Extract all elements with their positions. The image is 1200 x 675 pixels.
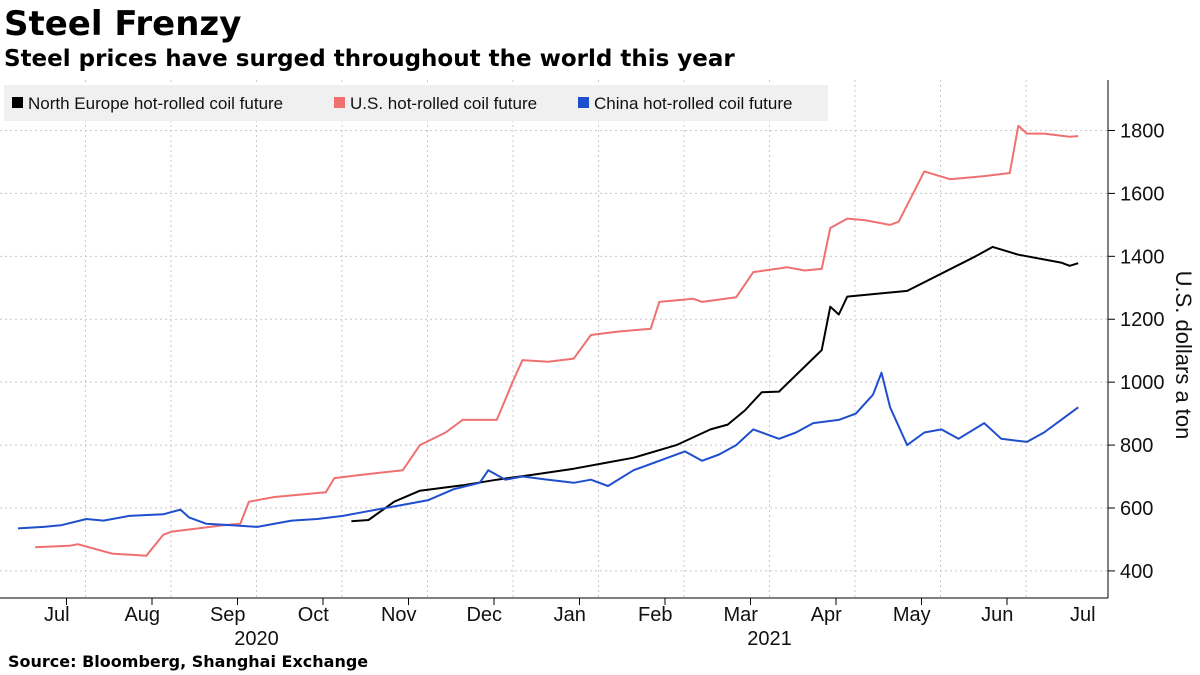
x-axis: Jul Aug Sep Oct Nov Dec Jan Feb Mar Apr May Jun Jul 2… <box>0 597 1108 650</box>
series-line-1 <box>35 124 1079 557</box>
x-year-label: 2020 <box>234 628 279 650</box>
x-tick-label: Jul <box>44 604 70 626</box>
x-tick-label: Apr <box>811 604 842 626</box>
legend-label: North Europe hot-rolled coil future <box>28 94 283 113</box>
y-tick-label: 600 <box>1120 498 1153 520</box>
y-tick-label: 800 <box>1120 435 1153 457</box>
x-tick-label: Aug <box>124 604 160 626</box>
x-tick-label: Jun <box>981 604 1013 626</box>
y-tick-label: 1600 <box>1120 183 1165 205</box>
y-tick-label: 1000 <box>1120 372 1165 394</box>
y-tick-label: 1200 <box>1120 309 1165 331</box>
legend-background <box>4 85 828 121</box>
source-note: Source: Bloomberg, Shanghai Exchange <box>8 652 369 671</box>
x-tick-label: May <box>893 604 931 626</box>
chart-subtitle: Steel prices have surged throughout the … <box>4 46 735 72</box>
series-line-2 <box>17 371 1079 530</box>
x-tick-label: Jul <box>1070 604 1096 626</box>
x-tick-label: Mar <box>724 604 759 626</box>
series-layer <box>17 124 1079 557</box>
x-tick-label: Dec <box>466 604 502 626</box>
legend-label: U.S. hot-rolled coil future <box>350 94 537 113</box>
legend-label: China hot-rolled coil future <box>594 94 792 113</box>
series-line-0 <box>351 245 1079 523</box>
legend-swatch <box>12 97 23 108</box>
x-tick-label: Nov <box>381 604 417 626</box>
x-tick-label: Oct <box>298 604 330 626</box>
y-tick-label: 1400 <box>1120 246 1165 268</box>
legend-swatch <box>578 97 589 108</box>
legend-swatch <box>334 97 345 108</box>
y-tick-label: 1800 <box>1120 120 1165 142</box>
y-axis: 400 600 800 1000 1200 1400 1600 1800 U.S. dollar… <box>1107 80 1196 598</box>
x-tick-label: Feb <box>638 604 672 626</box>
x-year-label: 2021 <box>747 628 792 650</box>
x-tick-label: Jan <box>554 604 586 626</box>
x-tick-label: Sep <box>210 604 246 626</box>
chart-title: Steel Frenzy <box>4 4 242 44</box>
legend: North Europe hot-rolled coil future U.S. … <box>4 85 828 121</box>
y-tick-label: 400 <box>1120 561 1153 583</box>
y-axis-title: U.S. dollars a ton <box>1171 271 1196 440</box>
gridlines <box>0 80 1108 598</box>
